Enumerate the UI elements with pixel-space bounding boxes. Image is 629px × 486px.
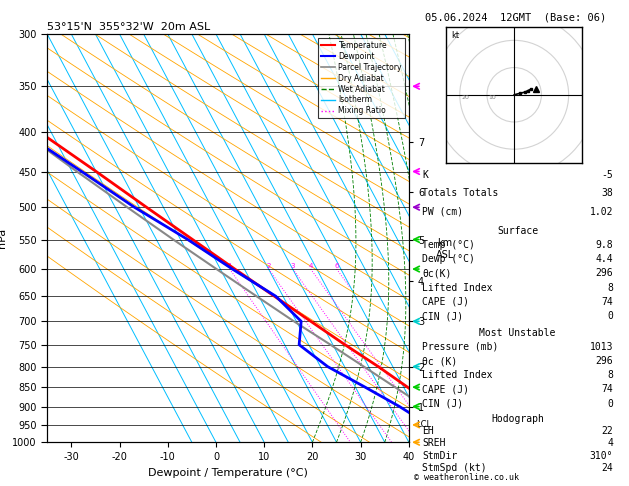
Text: 4.4: 4.4: [596, 254, 613, 264]
Text: © weatheronline.co.uk: © weatheronline.co.uk: [414, 473, 519, 482]
Text: Temp (°C): Temp (°C): [422, 240, 475, 250]
Text: 0: 0: [607, 399, 613, 409]
Text: 4: 4: [308, 263, 313, 269]
Text: Most Unstable: Most Unstable: [479, 328, 556, 338]
Text: 74: 74: [601, 297, 613, 307]
Text: 1.02: 1.02: [589, 207, 613, 217]
Text: Lifted Index: Lifted Index: [422, 370, 493, 380]
Text: 10: 10: [488, 95, 496, 100]
Text: StmSpd (kt): StmSpd (kt): [422, 463, 487, 473]
Y-axis label: km
ASL: km ASL: [436, 238, 454, 260]
Text: K: K: [422, 170, 428, 179]
Text: CAPE (J): CAPE (J): [422, 297, 469, 307]
Text: SREH: SREH: [422, 438, 446, 449]
Text: 296: 296: [596, 356, 613, 366]
Text: 38: 38: [601, 188, 613, 198]
Text: -5: -5: [601, 170, 613, 179]
Text: 24: 24: [601, 463, 613, 473]
Text: CAPE (J): CAPE (J): [422, 384, 469, 395]
Text: 296: 296: [596, 268, 613, 278]
Text: 74: 74: [601, 384, 613, 395]
Text: 53°15'N  355°32'W  20m ASL: 53°15'N 355°32'W 20m ASL: [47, 22, 211, 32]
Text: Pressure (mb): Pressure (mb): [422, 342, 499, 352]
Text: Surface: Surface: [497, 226, 538, 236]
Legend: Temperature, Dewpoint, Parcel Trajectory, Dry Adiabat, Wet Adiabat, Isotherm, Mi: Temperature, Dewpoint, Parcel Trajectory…: [318, 38, 405, 119]
Text: 8: 8: [607, 370, 613, 380]
Text: StmDir: StmDir: [422, 451, 457, 461]
Text: Totals Totals: Totals Totals: [422, 188, 499, 198]
Text: 2: 2: [267, 263, 271, 269]
Text: CIN (J): CIN (J): [422, 399, 464, 409]
Text: 1: 1: [228, 263, 232, 269]
Text: Dewp (°C): Dewp (°C): [422, 254, 475, 264]
Text: 6: 6: [335, 263, 339, 269]
Text: EH: EH: [422, 426, 434, 436]
Text: θc(K): θc(K): [422, 268, 452, 278]
Text: Hodograph: Hodograph: [491, 414, 544, 424]
Text: 3: 3: [291, 263, 295, 269]
Text: 4: 4: [607, 438, 613, 449]
Text: θc (K): θc (K): [422, 356, 457, 366]
Text: CIN (J): CIN (J): [422, 311, 464, 321]
Text: 20: 20: [461, 95, 469, 100]
Y-axis label: hPa: hPa: [0, 228, 7, 248]
Text: 05.06.2024  12GMT  (Base: 06): 05.06.2024 12GMT (Base: 06): [425, 12, 606, 22]
Text: Lifted Index: Lifted Index: [422, 282, 493, 293]
Text: 22: 22: [601, 426, 613, 436]
Text: LCL: LCL: [416, 420, 431, 429]
Text: PW (cm): PW (cm): [422, 207, 464, 217]
X-axis label: Dewpoint / Temperature (°C): Dewpoint / Temperature (°C): [148, 468, 308, 478]
Text: 0: 0: [607, 311, 613, 321]
Text: 9.8: 9.8: [596, 240, 613, 250]
Text: kt: kt: [452, 31, 460, 40]
Text: 1013: 1013: [589, 342, 613, 352]
Text: 8: 8: [607, 282, 613, 293]
Text: 310°: 310°: [589, 451, 613, 461]
